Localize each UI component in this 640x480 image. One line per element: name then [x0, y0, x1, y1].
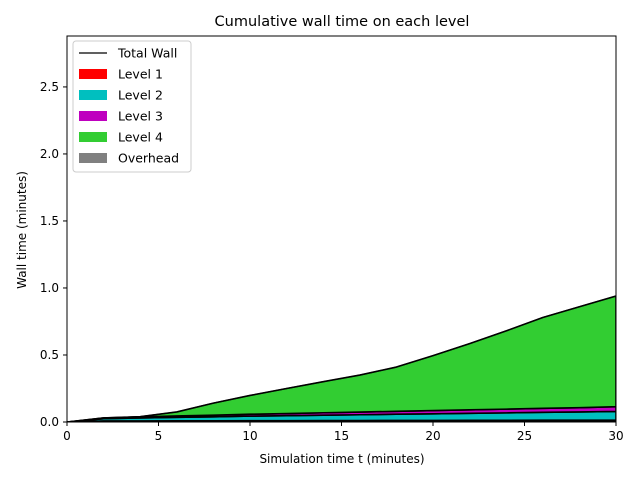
- axis-ticks: 0 5 10 15 20 25 30 0.0 0.5 1.0 1.5 2.0 2.5: [40, 80, 624, 443]
- legend-swatch-overhead: [79, 153, 107, 163]
- x-tick-label: 0: [63, 429, 71, 443]
- legend-label-total-wall: Total Wall: [117, 46, 177, 61]
- y-tick-label: 2.5: [40, 80, 59, 94]
- legend-swatch-level-3: [79, 111, 107, 121]
- legend-swatch-level-1: [79, 69, 107, 79]
- legend: Total Wall Level 1 Level 2 Level 3 Level 4 Ov…: [72, 40, 192, 173]
- y-tick-label: 1.0: [40, 281, 59, 295]
- y-tick-label: 1.5: [40, 214, 59, 228]
- x-tick-label: 20: [425, 429, 440, 443]
- y-tick-label: 2.0: [40, 147, 59, 161]
- y-tick-label: 0.0: [40, 415, 59, 429]
- x-tick-label: 15: [334, 429, 349, 443]
- plot-area: [66, 35, 617, 423]
- x-tick-label: 10: [242, 429, 257, 443]
- x-axis-label: Simulation time t (minutes): [259, 452, 424, 466]
- total-wall-line: [67, 295, 616, 422]
- legend-swatch-level-2: [79, 90, 107, 100]
- legend-label-level-4: Level 4: [118, 130, 163, 145]
- x-tick-label: 25: [517, 429, 532, 443]
- y-axis-label: Wall time (minutes): [15, 171, 29, 289]
- x-tick-label: 5: [155, 429, 163, 443]
- x-tick-label: 30: [608, 429, 623, 443]
- legend-label-level-1: Level 1: [118, 67, 163, 82]
- chart-title: Cumulative wall time on each level: [215, 14, 470, 30]
- y-tick-label: 0.5: [40, 348, 59, 362]
- legend-swatch-level-4: [79, 132, 107, 142]
- legend-label-level-3: Level 3: [118, 109, 163, 124]
- legend-label-overhead: Overhead: [118, 151, 179, 166]
- legend-label-level-2: Level 2: [118, 88, 163, 103]
